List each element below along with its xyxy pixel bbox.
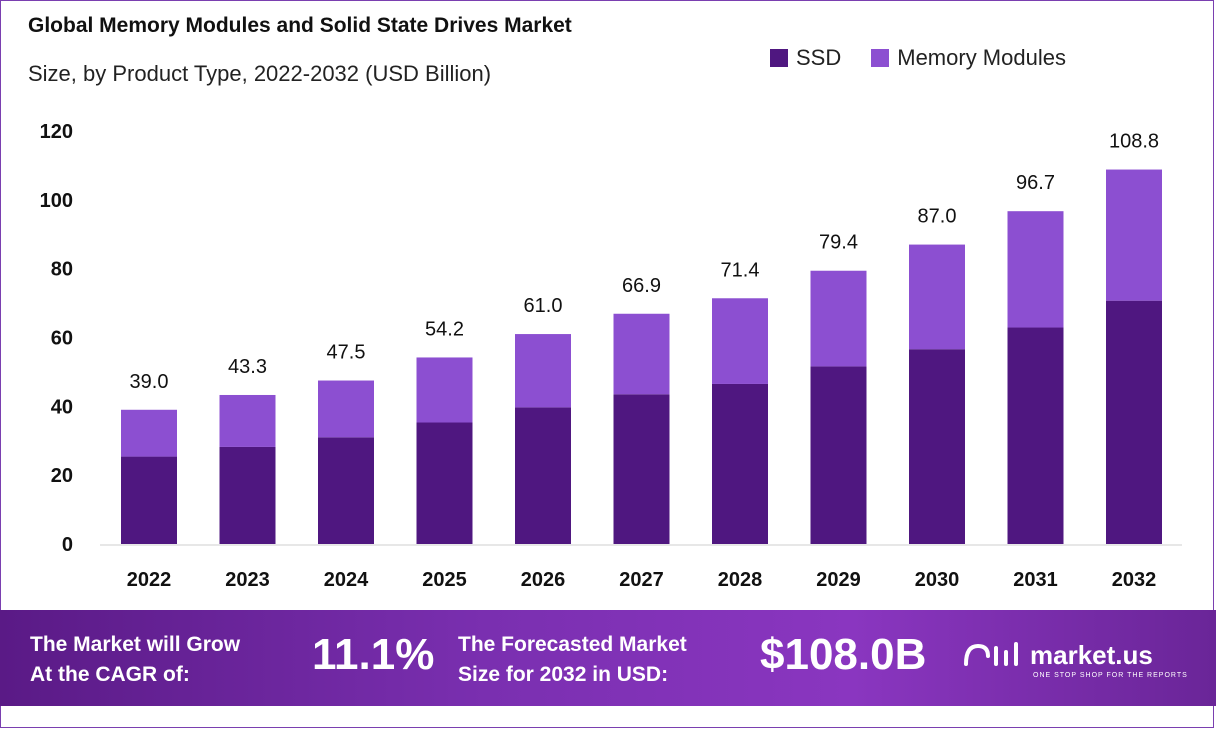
- bar-ssd: [613, 394, 670, 544]
- y-tick-label: 0: [62, 534, 73, 556]
- y-tick-label: 60: [51, 328, 73, 350]
- x-tick-label: 2023: [225, 569, 270, 591]
- market-us-logo-icon: [964, 642, 1018, 666]
- bar-memory-modules: [1106, 169, 1162, 301]
- x-tick-label: 2030: [915, 569, 960, 591]
- brand-tagline: ONE STOP SHOP FOR THE REPORTS: [1033, 672, 1188, 679]
- x-tick-label: 2022: [127, 569, 172, 591]
- legend-label-ssd: SSD: [796, 45, 842, 70]
- forecast-text-line1: The Forecasted Market: [458, 633, 687, 656]
- x-tick-label: 2024: [324, 569, 369, 591]
- legend-item-ssd: SSD: [770, 45, 841, 71]
- legend-swatch-memory-modules: [871, 49, 890, 67]
- data-label-total: 39.0: [130, 371, 169, 393]
- y-tick-label: 20: [51, 465, 73, 487]
- x-tick-label: 2029: [816, 569, 861, 591]
- bar-ssd: [219, 446, 276, 544]
- bar-ssd: [416, 422, 473, 544]
- data-label-total: 66.9: [622, 275, 661, 297]
- data-label-total: 79.4: [819, 232, 858, 254]
- cagr-text-line2: At the CAGR of:: [30, 663, 190, 686]
- forecast-text: The Forecasted Market Size for 2032 in U…: [458, 630, 687, 690]
- data-label-total: 61.0: [524, 295, 563, 317]
- data-label-total: 96.7: [1016, 172, 1055, 194]
- legend-label-memory-modules: Memory Modules: [897, 45, 1066, 70]
- data-label-total: 87.0: [918, 206, 957, 228]
- bar-memory-modules: [219, 394, 276, 447]
- bar-ssd: [1007, 327, 1064, 544]
- bar-memory-modules: [909, 244, 965, 350]
- bar-memory-modules: [613, 313, 670, 395]
- bar-ssd: [909, 349, 965, 544]
- data-label-total: 47.5: [327, 342, 366, 364]
- data-label-total: 108.8: [1109, 131, 1159, 153]
- legend-swatch-ssd: [770, 49, 788, 67]
- cagr-text: The Market will Grow At the CAGR of:: [30, 630, 240, 690]
- y-tick-label: 100: [40, 190, 73, 212]
- bar-ssd: [712, 383, 768, 544]
- bar-memory-modules: [1007, 211, 1064, 328]
- x-tick-label: 2028: [718, 569, 763, 591]
- footer-banner: The Market will Grow At the CAGR of: 11.…: [0, 610, 1216, 706]
- chart-title: Global Memory Modules and Solid State Dr…: [28, 14, 572, 37]
- cagr-value: 11.1%: [312, 630, 435, 679]
- x-tick-label: 2032: [1112, 569, 1157, 591]
- y-tick-label: 40: [51, 396, 73, 418]
- bar-memory-modules: [515, 334, 571, 408]
- bar-ssd: [1106, 300, 1162, 544]
- bar-ssd: [318, 437, 374, 544]
- y-tick-label: 80: [51, 259, 73, 281]
- cagr-text-line1: The Market will Grow: [30, 633, 241, 656]
- forecast-value: $108.0B: [760, 630, 927, 679]
- bar-ssd: [515, 407, 571, 544]
- bar-memory-modules: [810, 270, 867, 367]
- brand-name: market.us: [1030, 639, 1153, 670]
- bar-memory-modules: [416, 357, 473, 423]
- bar-memory-modules: [318, 380, 374, 438]
- legend-item-memory-modules: Memory Modules: [871, 45, 1066, 71]
- bar-ssd: [121, 456, 177, 544]
- data-label-total: 54.2: [425, 318, 464, 340]
- forecast-text-line2: Size for 2032 in USD:: [458, 663, 669, 686]
- x-tick-label: 2027: [619, 569, 664, 591]
- legend: SSD Memory Modules: [770, 45, 1096, 71]
- x-tick-label: 2026: [521, 569, 566, 591]
- bar-memory-modules: [712, 298, 768, 384]
- bar-memory-modules: [121, 409, 177, 457]
- x-tick-label: 2025: [422, 569, 467, 591]
- bar-ssd: [810, 366, 867, 544]
- x-tick-label: 2031: [1013, 569, 1058, 591]
- chart-subtitle: Size, by Product Type, 2022-2032 (USD Bi…: [28, 61, 492, 86]
- bar-chart: 0 20 40 60 80 100 120 39.0 2022 43.3 2023 47.5 2024 5…: [40, 121, 1182, 591]
- y-tick-label: 120: [40, 121, 73, 143]
- brand-logo: market.us: [962, 638, 1153, 672]
- data-label-total: 71.4: [721, 259, 760, 281]
- data-label-total: 43.3: [228, 356, 267, 378]
